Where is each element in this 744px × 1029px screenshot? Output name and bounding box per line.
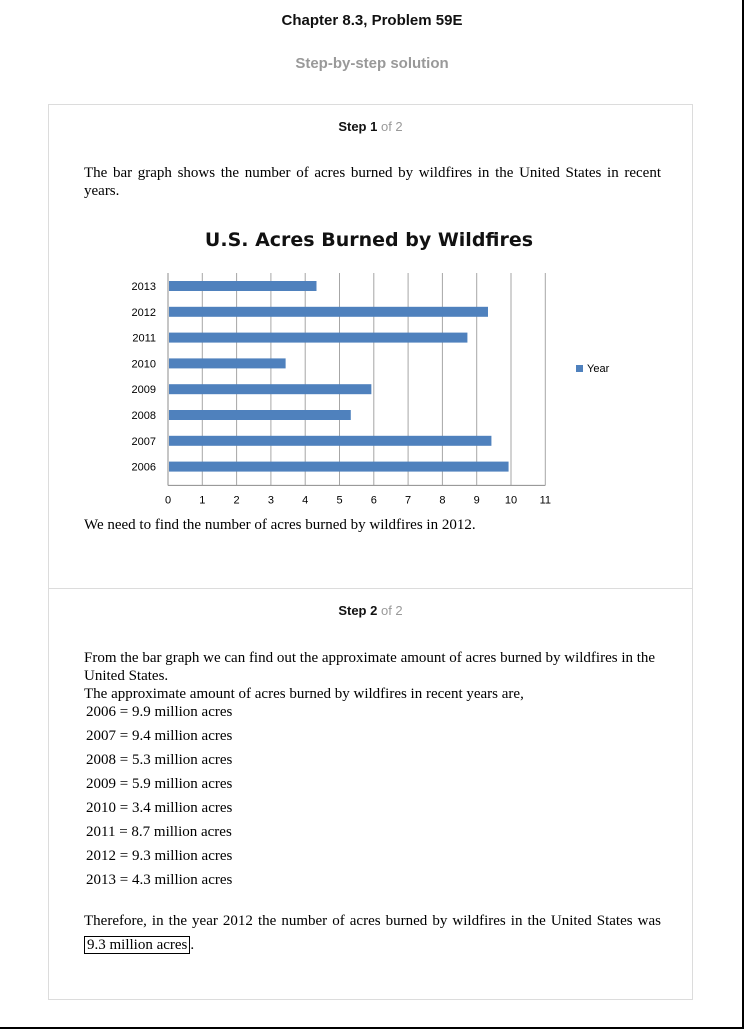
legend-swatch <box>576 365 583 372</box>
legend-label: Year <box>587 363 610 375</box>
page-subtitle: Step-by-step solution <box>295 55 449 72</box>
step-1-of: of 2 <box>380 119 403 134</box>
step-2-number: Step 2 <box>338 603 378 618</box>
step-2-para1: From the bar graph we can find out the a… <box>84 650 656 684</box>
x-tick-label: 3 <box>268 494 274 506</box>
y-tick-label: 2008 <box>132 410 156 422</box>
equation-line: 2006 = 9.9 million acres <box>86 704 233 720</box>
x-tick-label: 4 <box>302 494 308 506</box>
equation-line: 2009 = 5.9 million acres <box>86 776 233 792</box>
x-tick-label: 7 <box>405 494 411 506</box>
step-1-label: Step 1 of 2 <box>49 119 692 134</box>
x-tick-label: 0 <box>165 494 171 506</box>
step-2-conclusion: Therefore, in the year 2012 the number o… <box>84 909 661 957</box>
solution-card: Step 1 of 2 The bar graph shows the numb… <box>48 104 693 1000</box>
x-tick-label: 8 <box>439 494 445 506</box>
conclusion-mid: the number of acres burned by wildfires … <box>252 913 661 929</box>
conclusion-suffix: . <box>190 937 195 953</box>
bar <box>169 358 286 369</box>
x-tick-label: 9 <box>474 494 480 506</box>
y-tick-label: 2009 <box>132 384 156 396</box>
y-tick-label: 2010 <box>132 358 156 370</box>
chart-title: U.S. Acres Burned by Wildfires <box>204 229 534 251</box>
need-text: We need to find the number of acres burn… <box>84 517 442 533</box>
x-tick-label: 1 <box>199 494 205 506</box>
chart-svg: 2006 2007 2008 2009 2010 2011 2012 2013 0 1 2 3 4 5 6 7… <box>132 273 610 506</box>
y-tick-label: 2006 <box>132 462 156 474</box>
conclusion-text: Therefore, in the year <box>84 913 223 929</box>
x-tick-label: 2 <box>234 494 240 506</box>
x-tick-label: 6 <box>371 494 377 506</box>
frame-right-border <box>742 0 744 1029</box>
bar <box>169 281 317 291</box>
bar <box>169 384 372 395</box>
need-year: 2012 <box>441 517 472 533</box>
bar <box>169 461 509 472</box>
conclusion-year: 2012 <box>222 913 253 929</box>
bar <box>169 332 468 343</box>
equation-line: 2010 = 3.4 million acres <box>86 800 233 816</box>
bar-chart: U.S. Acres Burned by Wildfires 2006 2007 2… <box>109 229 629 514</box>
page-title: Chapter 8.3, Problem 59E <box>281 12 463 29</box>
step-1-intro: The bar graph shows the number of acres … <box>84 165 661 199</box>
equation-line: 2013 = 4.3 million acres <box>86 872 233 888</box>
bar <box>169 435 492 446</box>
y-tick-label: 2007 <box>132 436 156 448</box>
equation-line: 2007 = 9.4 million acres <box>86 728 233 744</box>
x-tick-label: 10 <box>505 494 517 506</box>
answer-box: 9.3 million acres <box>84 936 191 954</box>
bar <box>169 410 351 420</box>
step-2-label: Step 2 of 2 <box>49 603 692 618</box>
y-tick-label: 2012 <box>132 307 156 319</box>
equation-line: 2012 = 9.3 million acres <box>86 848 233 864</box>
step-1-number: Step 1 <box>338 119 378 134</box>
x-tick-label: 5 <box>336 494 342 506</box>
bar <box>169 306 488 317</box>
step-2-para2: The approximate amount of acres burned b… <box>84 686 524 702</box>
equation-line: 2011 = 8.7 million acres <box>86 824 232 840</box>
frame-bottom-border <box>0 1027 744 1029</box>
x-tick-label: 11 <box>540 494 551 506</box>
step-1-need: We need to find the number of acres burn… <box>84 516 661 534</box>
step-divider <box>49 588 692 589</box>
step-2-of: of 2 <box>380 603 403 618</box>
need-suffix: . <box>471 517 476 533</box>
y-tick-label: 2013 <box>132 281 156 293</box>
y-tick-label: 2011 <box>132 333 156 345</box>
equation-line: 2008 = 5.3 million acres <box>86 752 233 768</box>
